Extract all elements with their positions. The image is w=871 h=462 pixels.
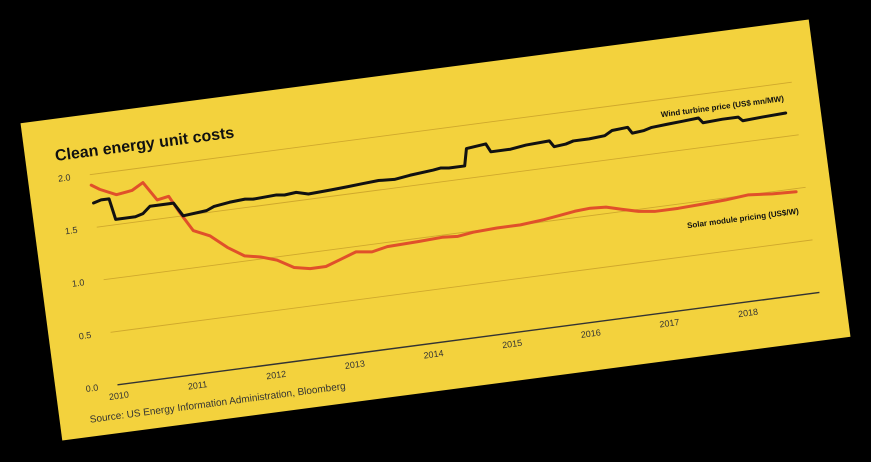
- gridline: [110, 239, 813, 333]
- gridline: [89, 81, 792, 176]
- x-tick-label: 2018: [737, 307, 758, 320]
- x-tick-label: 2016: [580, 327, 601, 340]
- x-tick-label: 2011: [187, 379, 207, 391]
- y-tick-label: 0.0: [85, 382, 99, 394]
- gridline: [103, 186, 806, 281]
- source-note: Source: US Energy Information Administra…: [89, 381, 346, 426]
- series-line: [92, 111, 788, 221]
- gridlines: [89, 81, 820, 386]
- x-tick-label: 2013: [344, 358, 365, 371]
- chart-card: Clean energy unit costs 0.0 0.5 1.0 1.5 2.0 …: [20, 19, 851, 441]
- y-tick-label: 2.0: [57, 172, 71, 184]
- x-tick-labels: 2010 2011 2012 2013 2014 2015 2016 2017 2018: [108, 307, 758, 402]
- series-lines: [89, 111, 798, 271]
- x-tick-label: 2015: [502, 338, 523, 351]
- x-tick-label: 2012: [266, 369, 287, 382]
- y-tick-label: 0.5: [78, 330, 92, 342]
- x-tick-label: 2010: [108, 389, 129, 402]
- y-tick-label: 1.0: [71, 277, 85, 289]
- x-tick-label: 2017: [659, 317, 680, 330]
- x-tick-label: 2014: [423, 348, 444, 361]
- series-line: [89, 181, 798, 271]
- gridline: [96, 134, 799, 228]
- y-tick-labels: 0.0 0.5 1.0 1.5 2.0: [57, 172, 98, 394]
- series-label-solar: Solar module pricing (US$/W): [687, 207, 800, 231]
- y-tick-label: 1.5: [64, 225, 78, 237]
- line-chart: Clean energy unit costs 0.00.51.01.52.0 …: [54, 81, 820, 426]
- gridline: [117, 291, 820, 386]
